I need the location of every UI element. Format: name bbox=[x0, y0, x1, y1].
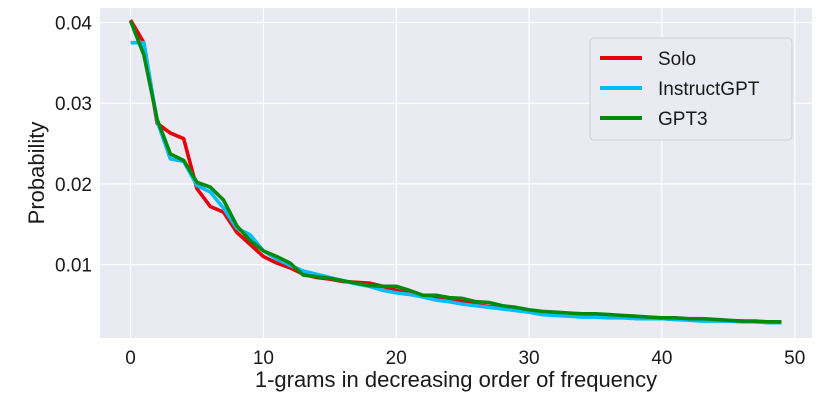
y-axis-label: Probability bbox=[24, 122, 49, 225]
legend-item-instructgpt: InstructGPT bbox=[600, 79, 760, 100]
legend-label: GPT3 bbox=[658, 109, 708, 130]
x-tick-label: 30 bbox=[518, 348, 539, 369]
y-tick-label: 0.03 bbox=[55, 94, 92, 115]
y-axis-ticks: 0.01 0.02 0.03 0.04 bbox=[55, 14, 92, 277]
x-tick-label: 10 bbox=[253, 348, 274, 369]
legend-label: Solo bbox=[658, 49, 696, 70]
legend-label: InstructGPT bbox=[658, 79, 760, 100]
x-tick-label: 20 bbox=[386, 348, 407, 369]
series-line-gpt3 bbox=[128, 20, 782, 324]
x-axis-label: 1-grams in decreasing order of frequency bbox=[255, 367, 657, 392]
x-tick-label: 50 bbox=[784, 348, 805, 369]
legend-item-gpt3: GPT3 bbox=[600, 109, 708, 130]
y-tick-label: 0.02 bbox=[55, 175, 92, 196]
x-axis-ticks: 0 10 20 30 40 50 bbox=[125, 348, 805, 369]
legend-item-solo: Solo bbox=[600, 49, 696, 70]
y-tick-label: 0.01 bbox=[55, 256, 92, 277]
y-tick-label: 0.04 bbox=[55, 14, 92, 35]
legend-box bbox=[589, 37, 793, 141]
x-tick-label: 40 bbox=[651, 348, 672, 369]
x-tick-label: 0 bbox=[125, 348, 136, 369]
legend: Solo InstructGPT GPT3 bbox=[589, 37, 793, 141]
series-lines bbox=[128, 19, 782, 325]
